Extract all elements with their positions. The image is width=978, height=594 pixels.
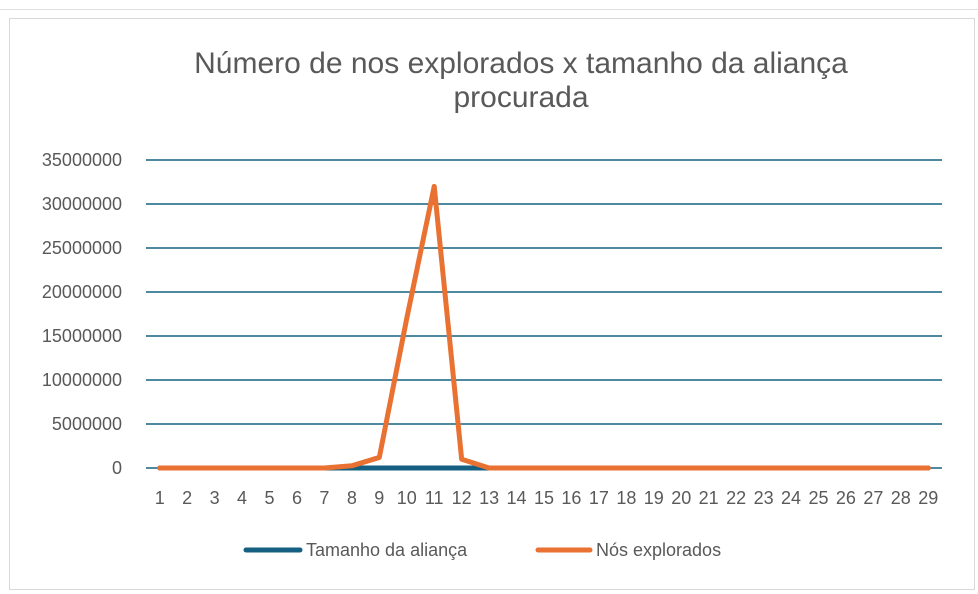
chart-title: Número de nos explorados x tamanho da al… <box>194 47 848 114</box>
x-tick-label: 16 <box>561 488 581 508</box>
x-tick-label: 6 <box>292 488 302 508</box>
data-point <box>158 466 162 470</box>
data-point <box>762 466 766 470</box>
data-point <box>679 466 683 470</box>
y-tick-label: 25000000 <box>42 238 122 258</box>
x-tick-label: 5 <box>265 488 275 508</box>
x-tick-label: 23 <box>754 488 774 508</box>
y-tick-label: 20000000 <box>42 282 122 302</box>
x-tick-label: 8 <box>347 488 357 508</box>
data-point <box>405 316 409 320</box>
x-tick-label: 28 <box>891 488 911 508</box>
legend-label: Nós explorados <box>596 540 721 560</box>
x-tick-label: 7 <box>319 488 329 508</box>
data-point <box>569 466 573 470</box>
chart-title-line: procurada <box>453 81 588 114</box>
data-point <box>789 466 793 470</box>
data-point <box>460 466 464 470</box>
data-point <box>816 466 820 470</box>
x-tick-label: 2 <box>182 488 192 508</box>
data-point <box>377 455 381 459</box>
legend-label: Tamanho da aliança <box>306 540 468 560</box>
data-point <box>460 457 464 461</box>
x-tick-label: 17 <box>589 488 609 508</box>
x-tick-label: 4 <box>237 488 247 508</box>
y-tick-label: 15000000 <box>42 326 122 346</box>
x-tick-label: 25 <box>808 488 828 508</box>
x-tick-label: 29 <box>918 488 938 508</box>
x-tick-label: 10 <box>397 488 417 508</box>
data-point <box>597 466 601 470</box>
data-point <box>707 466 711 470</box>
y-tick-label: 35000000 <box>42 150 122 170</box>
data-point <box>734 466 738 470</box>
data-point <box>515 466 519 470</box>
line-chart: Número de nos explorados x tamanho da al… <box>42 47 942 560</box>
series-lines <box>157 183 931 471</box>
x-tick-label: 18 <box>616 488 636 508</box>
x-tick-label: 12 <box>452 488 472 508</box>
data-point <box>652 466 656 470</box>
data-point <box>487 466 491 470</box>
data-point <box>624 466 628 470</box>
data-point <box>268 466 272 470</box>
x-tick-label: 13 <box>479 488 499 508</box>
data-point <box>871 466 875 470</box>
x-tick-label: 21 <box>699 488 719 508</box>
x-tick-label: 9 <box>374 488 384 508</box>
data-point <box>377 466 381 470</box>
gridlines <box>146 159 942 469</box>
x-tick-label: 3 <box>210 488 220 508</box>
data-point <box>432 466 436 470</box>
y-tick-label: 5000000 <box>52 414 122 434</box>
x-tick-label: 26 <box>836 488 856 508</box>
x-tick-label: 22 <box>726 488 746 508</box>
x-tick-label: 15 <box>534 488 554 508</box>
series-line-2 <box>157 183 931 471</box>
data-point <box>350 464 354 468</box>
y-tick-label: 0 <box>112 458 122 478</box>
data-point <box>322 466 326 470</box>
data-point <box>542 466 546 470</box>
data-point <box>899 466 903 470</box>
x-tick-label: 11 <box>425 488 444 508</box>
data-point <box>844 466 848 470</box>
data-point <box>432 184 436 188</box>
y-tick-label: 30000000 <box>42 194 122 214</box>
data-point <box>295 466 299 470</box>
chart-title-line: Número de nos explorados x tamanho da al… <box>194 47 848 80</box>
y-tick-label: 10000000 <box>42 370 122 390</box>
legend: Tamanho da aliança Nós explorados <box>243 540 721 560</box>
data-point <box>405 466 409 470</box>
x-tick-label: 24 <box>781 488 801 508</box>
x-tick-label: 1 <box>155 488 165 508</box>
x-axis-tick-labels: 1 2 3 4 5 6 7 8 9 10 11 12 13 14 15 16 17 18 19 20 21 22 23 24 2… <box>155 488 939 508</box>
chart-area[interactable]: Número de nos explorados x tamanho da al… <box>9 18 975 590</box>
y-axis-tick-labels: 0 5000000 10000000 15000000 20000000 25000000… <box>42 150 122 478</box>
data-point <box>213 466 217 470</box>
data-point <box>185 466 189 470</box>
x-tick-label: 14 <box>507 488 527 508</box>
data-point <box>240 466 244 470</box>
x-tick-label: 19 <box>644 488 664 508</box>
x-tick-label: 20 <box>671 488 691 508</box>
x-tick-label: 27 <box>863 488 883 508</box>
data-point <box>926 466 930 470</box>
